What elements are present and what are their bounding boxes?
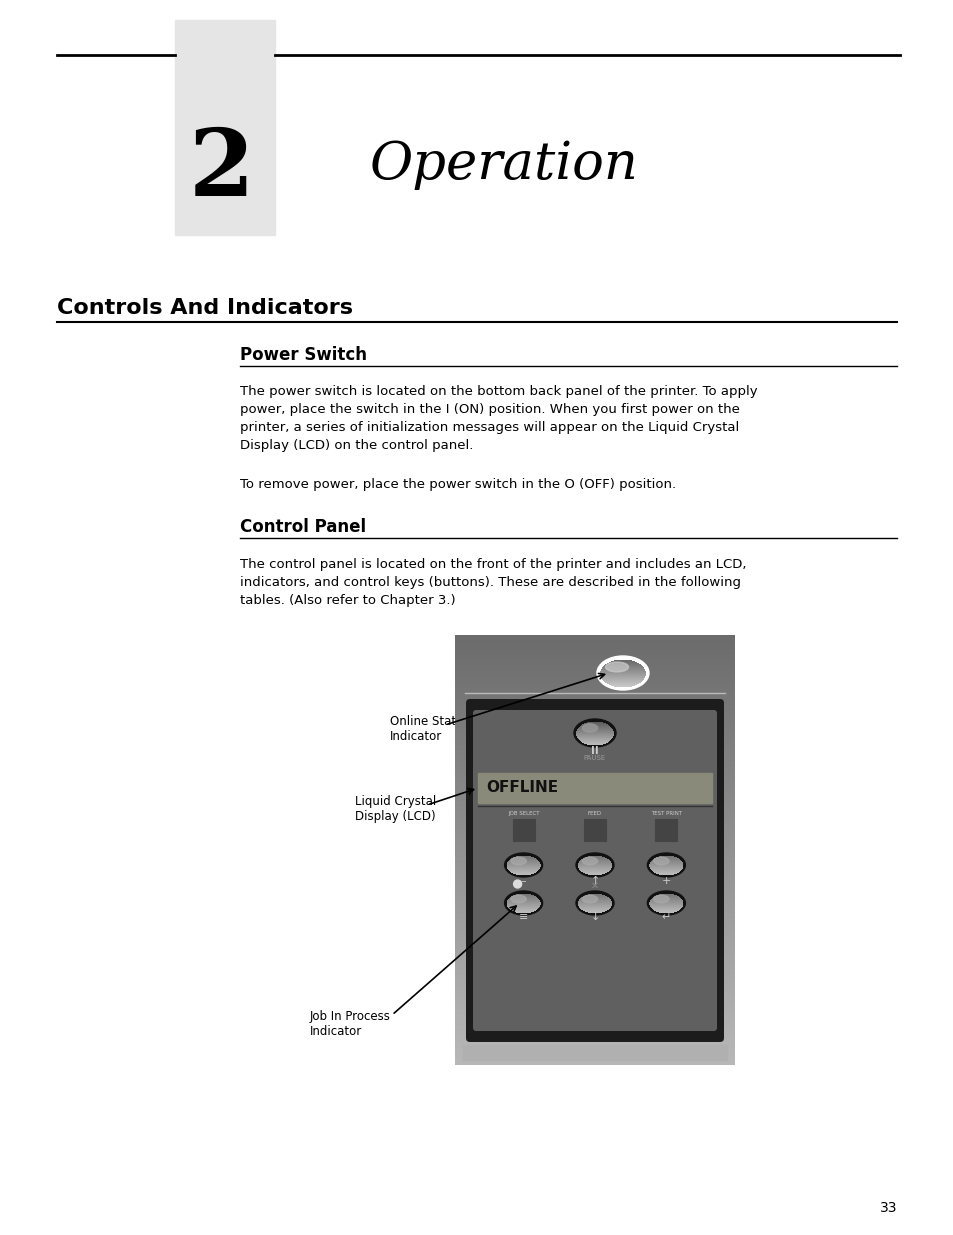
Text: PAUSE: PAUSE [583,755,605,761]
Text: OFFLINE: OFFLINE [485,781,558,795]
Text: –: – [520,876,526,885]
Ellipse shape [653,895,668,903]
Text: ≡: ≡ [518,911,528,923]
Text: 33: 33 [879,1200,896,1215]
Text: 2: 2 [189,125,254,215]
Text: Power Switch: Power Switch [240,346,367,364]
FancyBboxPatch shape [465,699,723,1042]
Ellipse shape [576,890,614,915]
Text: FEED: FEED [587,811,601,816]
Text: Online Status
Indicator: Online Status Indicator [390,715,469,743]
Text: Control Panel: Control Panel [240,517,366,536]
Ellipse shape [647,853,684,877]
Ellipse shape [574,719,616,747]
Bar [462,1045,726,1060]
Text: ↑: ↑ [590,876,599,885]
Ellipse shape [597,656,648,690]
Text: To remove power, place the power switch in the O (OFF) position.: To remove power, place the power switch … [240,478,676,492]
Ellipse shape [581,857,597,864]
Ellipse shape [511,857,526,864]
Text: II: II [591,746,598,756]
Circle shape [513,881,521,888]
Ellipse shape [653,857,668,864]
Bar [512,819,534,841]
Text: Controls And Indicators: Controls And Indicators [57,298,353,317]
Text: The power switch is located on the bottom back panel of the printer. To apply
po: The power switch is located on the botto… [240,385,757,452]
Ellipse shape [576,853,614,877]
Ellipse shape [581,895,597,903]
FancyBboxPatch shape [473,710,717,1031]
Bar [583,819,605,841]
Ellipse shape [504,890,542,915]
Ellipse shape [504,853,542,877]
Text: ✕: ✕ [590,881,598,890]
Text: Job In Process
Indicator: Job In Process Indicator [310,1010,391,1037]
Bar [477,773,711,803]
Text: JOB SELECT: JOB SELECT [507,811,538,816]
Ellipse shape [511,895,526,903]
Ellipse shape [647,890,684,915]
Text: The control panel is located on the front of the printer and includes an LCD,
in: The control panel is located on the fron… [240,558,745,606]
Text: Liquid Crystal
Display (LCD): Liquid Crystal Display (LCD) [355,795,436,823]
Ellipse shape [581,724,597,732]
Bar [174,20,274,235]
Ellipse shape [605,662,628,672]
Bar [655,819,677,841]
Bar [467,700,722,1040]
Text: ↵: ↵ [661,911,670,923]
Text: Operation: Operation [370,140,639,190]
Text: ↓: ↓ [590,911,599,923]
Text: TEST PRINT: TEST PRINT [650,811,681,816]
Text: +: + [661,876,670,885]
